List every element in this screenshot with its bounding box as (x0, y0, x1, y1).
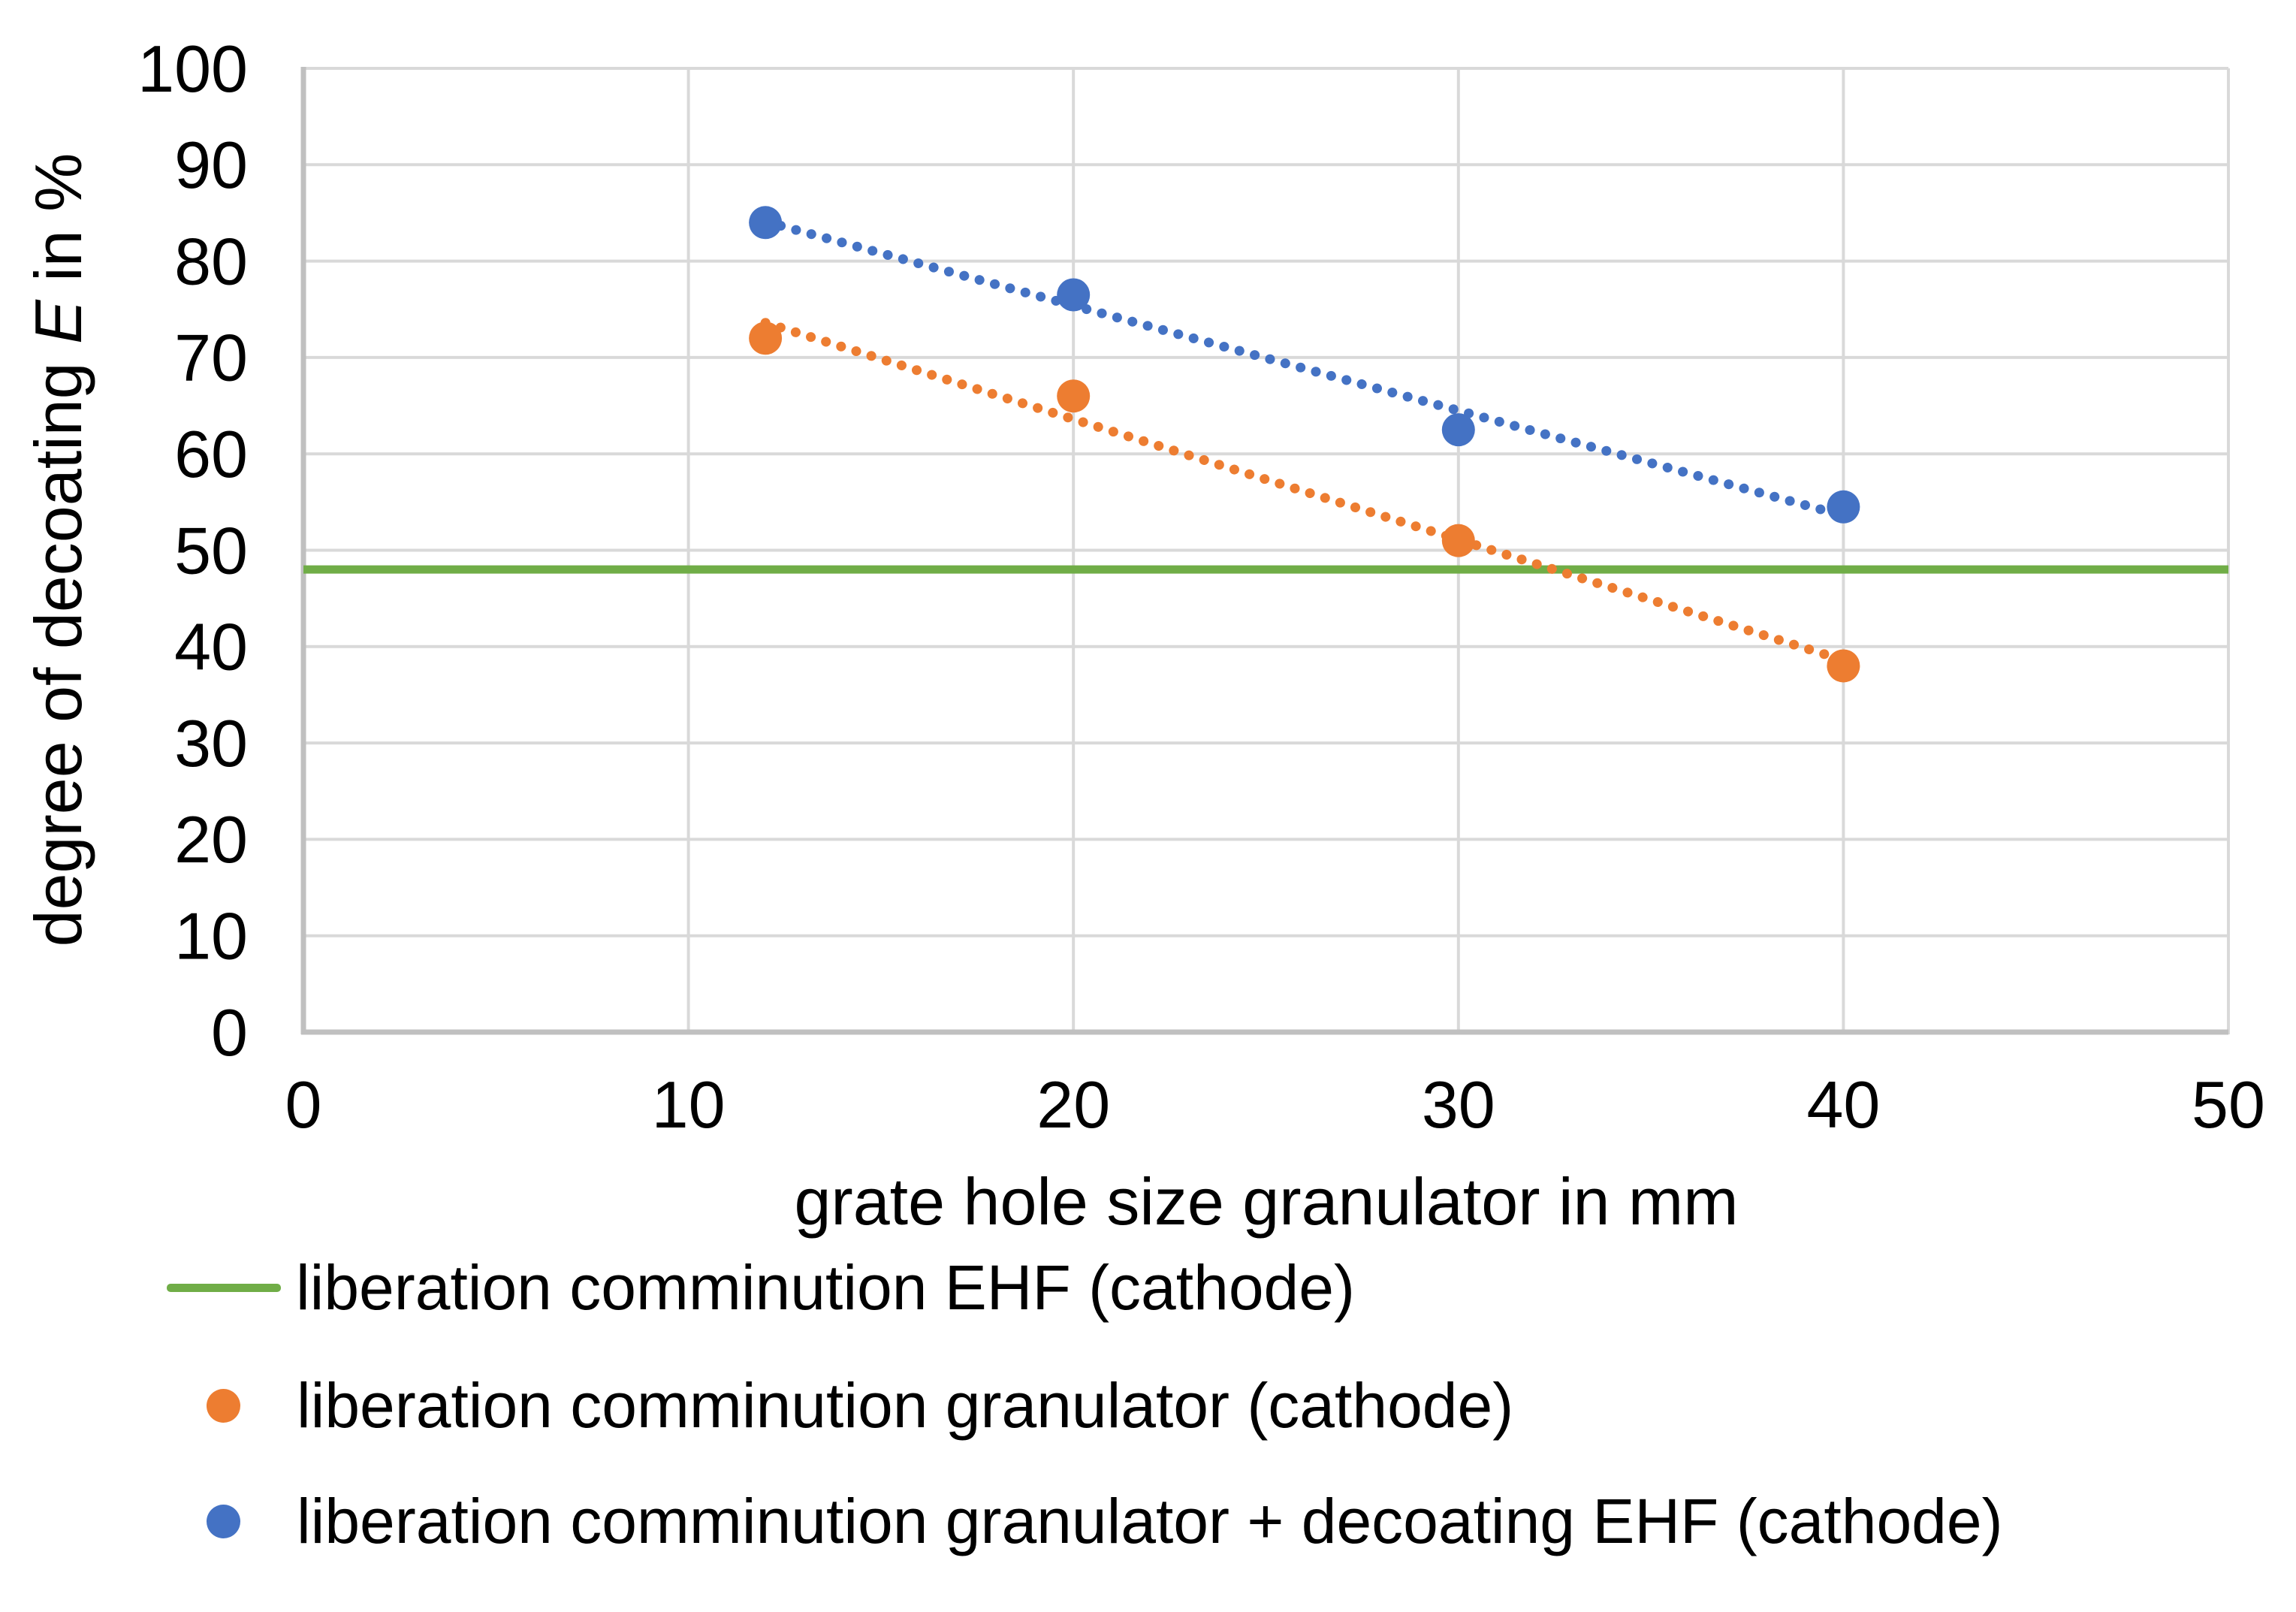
y-axis-title: degree of decoating E in % (20, 153, 97, 947)
trendline (760, 216, 1848, 521)
legend-label: liberation comminution granulator (catho… (297, 1369, 1514, 1441)
y-tick-label: 80 (174, 224, 248, 298)
y-tick-label: 90 (174, 128, 248, 202)
data-point (1827, 490, 1860, 524)
legend-label: liberation comminution granulator + deco… (297, 1485, 2003, 1556)
y-tick-label: 50 (174, 513, 248, 587)
data-point (1441, 524, 1475, 557)
y-tick-label: 0 (211, 995, 248, 1070)
legend-item-granulator: liberation comminution granulator (catho… (207, 1368, 1513, 1443)
legend-item-ehf: liberation comminution EHF (cathode) (167, 1250, 1355, 1325)
green-line-swatch (167, 1283, 281, 1292)
legend-label: liberation comminution EHF (cathode) (296, 1251, 1355, 1323)
orange-dot-swatch (207, 1388, 240, 1423)
trendline (760, 318, 1848, 666)
x-tick-label: 10 (652, 1067, 726, 1142)
data-point (1827, 649, 1860, 683)
y-axis-title-unit: in % (21, 152, 95, 300)
y-tick-label: 100 (137, 32, 248, 106)
x-tick-label: 20 (1036, 1067, 1110, 1142)
y-tick-label: 30 (174, 706, 248, 780)
y-tick-label: 40 (174, 610, 248, 684)
y-tick-label: 10 (174, 899, 248, 974)
y-tick-label: 60 (174, 417, 248, 491)
x-tick-label: 50 (2192, 1067, 2265, 1142)
legend-item-granulator-decoating: liberation comminution granulator + deco… (207, 1484, 2003, 1559)
data-point (749, 206, 783, 240)
x-axis-title: grate hole size granulator in mm (794, 1164, 1739, 1239)
y-tick-label: 20 (174, 802, 248, 877)
x-tick-label: 40 (1806, 1067, 1880, 1142)
data-point (1441, 413, 1475, 447)
y-axis-title-text: degree of decoating (21, 343, 95, 947)
y-tick-label: 70 (174, 321, 248, 395)
blue-dot-swatch (207, 1504, 240, 1538)
data-point (1057, 379, 1091, 413)
x-tick-label: 0 (285, 1067, 322, 1142)
data-point (1057, 278, 1091, 312)
data-point (749, 321, 783, 355)
x-tick-label: 30 (1422, 1067, 1495, 1142)
y-axis-title-variable: E (21, 300, 95, 344)
